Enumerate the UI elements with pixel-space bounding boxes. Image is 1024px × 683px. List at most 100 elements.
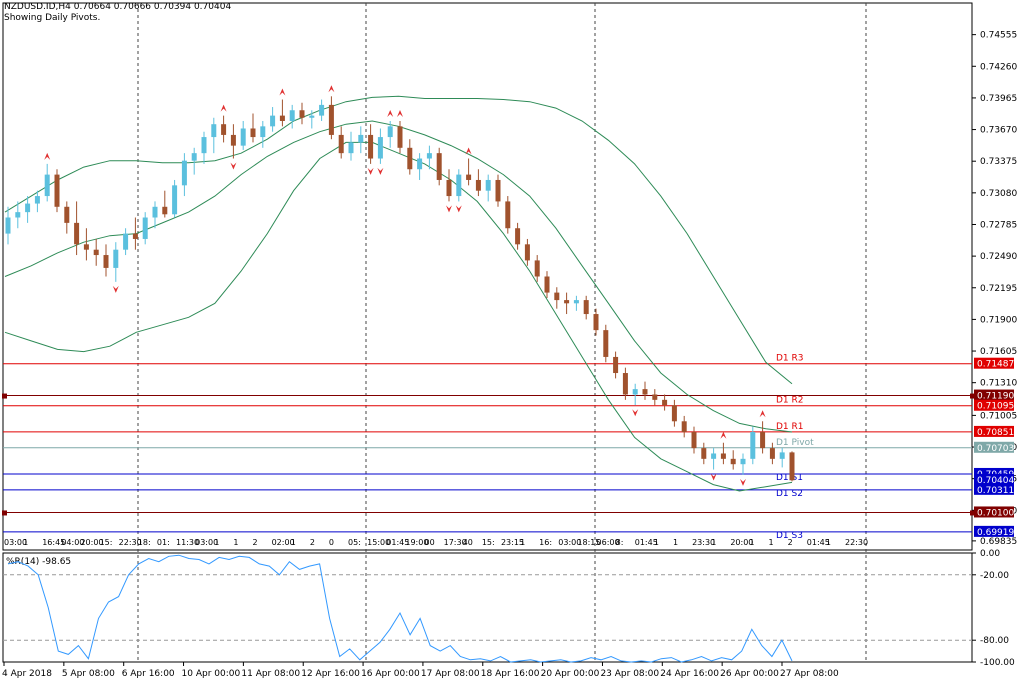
candle-body bbox=[769, 448, 775, 459]
session-label: 19:00 bbox=[405, 538, 428, 547]
candle-body bbox=[495, 179, 501, 202]
session-label: 18: bbox=[138, 538, 151, 547]
candle-body bbox=[338, 134, 344, 154]
candle-body bbox=[328, 104, 334, 135]
candle-body bbox=[113, 249, 119, 268]
session-label: 15: bbox=[482, 538, 495, 547]
candle-body bbox=[221, 124, 227, 135]
x-date-label: 10 Apr 00:00 bbox=[182, 669, 241, 679]
x-date-label: 5 Apr 08:00 bbox=[62, 669, 115, 679]
candle-body bbox=[789, 452, 795, 481]
candle-body bbox=[34, 196, 40, 204]
session-label: 03:00 bbox=[4, 538, 27, 547]
session-label: 20:00 bbox=[80, 538, 103, 547]
session-label: 00 bbox=[425, 538, 435, 547]
x-date-label: 11 Apr 08:00 bbox=[241, 669, 300, 679]
price-tick-label: 0.74555 bbox=[980, 31, 1017, 41]
x-date-label: 6 Apr 16:00 bbox=[122, 669, 175, 679]
fractal-down-arrow bbox=[446, 205, 452, 213]
price-tick-label: 0.73375 bbox=[980, 157, 1017, 167]
wpr-tick-label: -80.00 bbox=[980, 636, 1009, 646]
session-label: 02:00 bbox=[272, 538, 295, 547]
session-label: 1 bbox=[23, 538, 28, 547]
price-badge-bg bbox=[974, 399, 1014, 411]
session-label: 03:00 bbox=[195, 538, 218, 547]
x-date-label: 26 Apr 00:00 bbox=[720, 669, 779, 679]
x-date-label: 27 Apr 08:00 bbox=[780, 669, 839, 679]
wpr-tick-label: -100.00 bbox=[980, 658, 1015, 668]
price-badge-text: 0.70100 bbox=[977, 508, 1014, 518]
pivot-label: D1 Pivot bbox=[776, 438, 814, 448]
price-tick-label: 0.69835 bbox=[980, 537, 1017, 547]
price-tick-label: 0.73670 bbox=[980, 126, 1017, 136]
candle-body bbox=[5, 217, 11, 234]
candle-body bbox=[44, 174, 50, 197]
x-date-label: 23 Apr 08:00 bbox=[600, 669, 659, 679]
candle-body bbox=[358, 134, 364, 143]
candle-body bbox=[779, 452, 785, 459]
price-tick-label: 0.74260 bbox=[980, 62, 1017, 72]
session-label: 15: bbox=[100, 538, 113, 547]
session-label: 0 bbox=[329, 538, 334, 547]
price-tick-label: 0.71310 bbox=[980, 379, 1017, 389]
candle-body bbox=[250, 128, 256, 138]
session-label: 01:45 bbox=[807, 538, 830, 547]
candle-body bbox=[377, 137, 383, 159]
candle-body bbox=[485, 179, 491, 191]
pivot-label: D1 R2 bbox=[776, 396, 804, 406]
candle-body bbox=[270, 115, 276, 127]
price-tick-label: 0.73080 bbox=[980, 189, 1017, 199]
candle-body bbox=[230, 134, 236, 146]
pivot-label: D1 S2 bbox=[776, 489, 803, 499]
fractal-down-arrow bbox=[455, 205, 462, 213]
price-badge-text: 0.71095 bbox=[977, 402, 1014, 412]
candle-body bbox=[387, 126, 393, 138]
fractal-up-arrow bbox=[465, 147, 472, 155]
level-marker-left bbox=[2, 510, 7, 516]
session-label: 17:30 bbox=[444, 538, 467, 547]
session-label: 11:30 bbox=[176, 538, 199, 547]
price-pane-frame bbox=[2, 2, 973, 551]
candle-body bbox=[515, 228, 521, 245]
fractal-up-arrow bbox=[220, 104, 227, 112]
price-tick-label: 0.73965 bbox=[980, 94, 1017, 104]
candle-body bbox=[564, 300, 570, 304]
pivot-label: D1 S1 bbox=[776, 473, 803, 483]
level-marker-right bbox=[970, 393, 975, 399]
price-badge-bg bbox=[974, 506, 1014, 518]
candle-body bbox=[407, 147, 413, 170]
x-date-label: 18 Apr 16:00 bbox=[481, 669, 540, 679]
candle-body bbox=[93, 249, 99, 256]
candle-body bbox=[720, 453, 726, 459]
price-badge-bg bbox=[974, 467, 1014, 479]
candle-body bbox=[456, 174, 462, 197]
price-badge-text: 0.70703 bbox=[977, 444, 1014, 454]
fractal-down-arrow bbox=[230, 162, 237, 170]
candle-body bbox=[534, 260, 540, 277]
candle-body bbox=[505, 201, 511, 229]
session-label: 16: bbox=[539, 538, 552, 547]
candle-body bbox=[162, 206, 168, 215]
candle-body bbox=[319, 104, 325, 116]
candle-body bbox=[475, 179, 481, 191]
session-label: 1 bbox=[520, 538, 525, 547]
candle-body bbox=[279, 115, 285, 121]
wpr-line bbox=[7, 554, 793, 663]
fractal-down-arrow bbox=[632, 409, 639, 417]
price-badge-bg bbox=[974, 483, 1014, 495]
candle-body bbox=[181, 160, 187, 186]
candle-body bbox=[426, 153, 432, 159]
session-label: 1 bbox=[826, 538, 831, 547]
fractal-down-arrow bbox=[367, 167, 374, 175]
candle-body bbox=[142, 217, 148, 239]
price-tick-label: 0.72195 bbox=[980, 284, 1017, 294]
price-tick-label: 0.72490 bbox=[980, 252, 1017, 262]
price-badge-bg bbox=[974, 389, 1014, 401]
pivot-label: D1 R1 bbox=[776, 422, 804, 432]
x-date-label: 17 Apr 08:00 bbox=[421, 669, 480, 679]
candle-body bbox=[103, 255, 109, 268]
session-label: 15:00 bbox=[367, 538, 390, 547]
symbol-header: NZDUSD.ID,H4 0.70664 0.70666 0.70394 0.7… bbox=[4, 2, 232, 12]
x-date-label: 24 Apr 16:00 bbox=[660, 669, 719, 679]
